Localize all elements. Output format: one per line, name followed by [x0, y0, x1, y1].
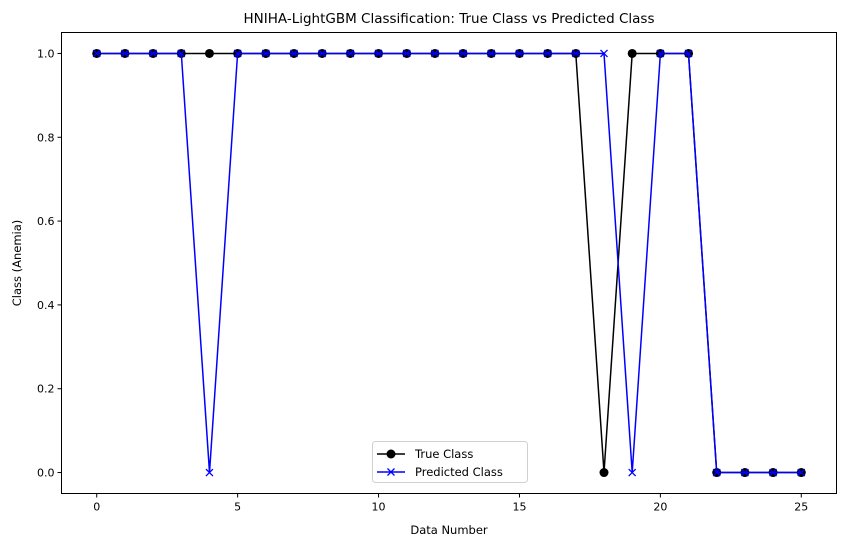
- data-point: [205, 468, 214, 477]
- x-axis: 0 5 10 15 20 25: [93, 493, 808, 514]
- data-point: [120, 49, 129, 58]
- data-point: [459, 49, 468, 58]
- data-point: [261, 49, 270, 58]
- chart-title: HNIHA-LightGBM Classification: True Clas…: [244, 11, 655, 27]
- data-point: [149, 49, 158, 58]
- data-point: [571, 49, 580, 58]
- x-tick-label: 10: [372, 501, 386, 514]
- data-point: [600, 49, 608, 58]
- x-tick-label: 25: [794, 501, 808, 514]
- data-point: [204, 48, 214, 58]
- legend: True Class Predicted Class: [372, 441, 528, 483]
- y-axis: 0.0 0.2 0.4 0.6 0.8 1.0: [37, 47, 62, 480]
- legend-label: Predicted Class: [415, 465, 503, 479]
- x-axis-label: Data Number: [410, 523, 488, 537]
- data-point: [656, 49, 665, 58]
- y-tick-label: 0.8: [37, 131, 55, 144]
- x-tick-label: 0: [93, 501, 100, 514]
- data-point: [318, 49, 327, 58]
- data-point: [290, 49, 298, 58]
- data-point: [430, 49, 439, 58]
- data-point: [628, 468, 637, 477]
- y-tick-label: 0.2: [37, 383, 55, 396]
- x-tick-label: 5: [234, 501, 241, 514]
- y-axis-label: Class (Anemia): [10, 220, 24, 307]
- y-tick-label: 0.6: [37, 215, 55, 228]
- legend-entry: True Class: [377, 447, 473, 461]
- legend-box: [372, 441, 528, 483]
- legend-entry: Predicted Class: [377, 465, 503, 479]
- data-point: [177, 49, 186, 58]
- data-point: [374, 49, 383, 58]
- x-tick-label: 20: [653, 501, 667, 514]
- x-tick-label: 15: [512, 501, 526, 514]
- data-point: [402, 49, 411, 58]
- data-point: [92, 49, 101, 58]
- data-point: [712, 468, 721, 477]
- y-tick-label: 0.4: [37, 299, 55, 312]
- series-true-class: [92, 48, 806, 478]
- data-point: [627, 48, 637, 58]
- y-tick-label: 0.0: [37, 467, 55, 480]
- y-tick-label: 1.0: [37, 47, 55, 60]
- data-point: [740, 468, 749, 477]
- series-line: [96, 52, 802, 474]
- plot-area: [92, 48, 806, 478]
- data-point: [684, 49, 693, 58]
- data-point: [346, 49, 355, 58]
- series-predicted-class: [92, 49, 806, 477]
- data-point: [487, 49, 496, 58]
- data-point: [543, 49, 552, 58]
- data-point: [599, 468, 609, 478]
- data-point: [515, 49, 524, 58]
- data-point: [233, 49, 242, 58]
- legend-label: True Class: [414, 447, 473, 461]
- series-line: [96, 52, 802, 474]
- data-point: [797, 468, 806, 477]
- axes-frame: [61, 32, 837, 494]
- data-point: [769, 468, 778, 477]
